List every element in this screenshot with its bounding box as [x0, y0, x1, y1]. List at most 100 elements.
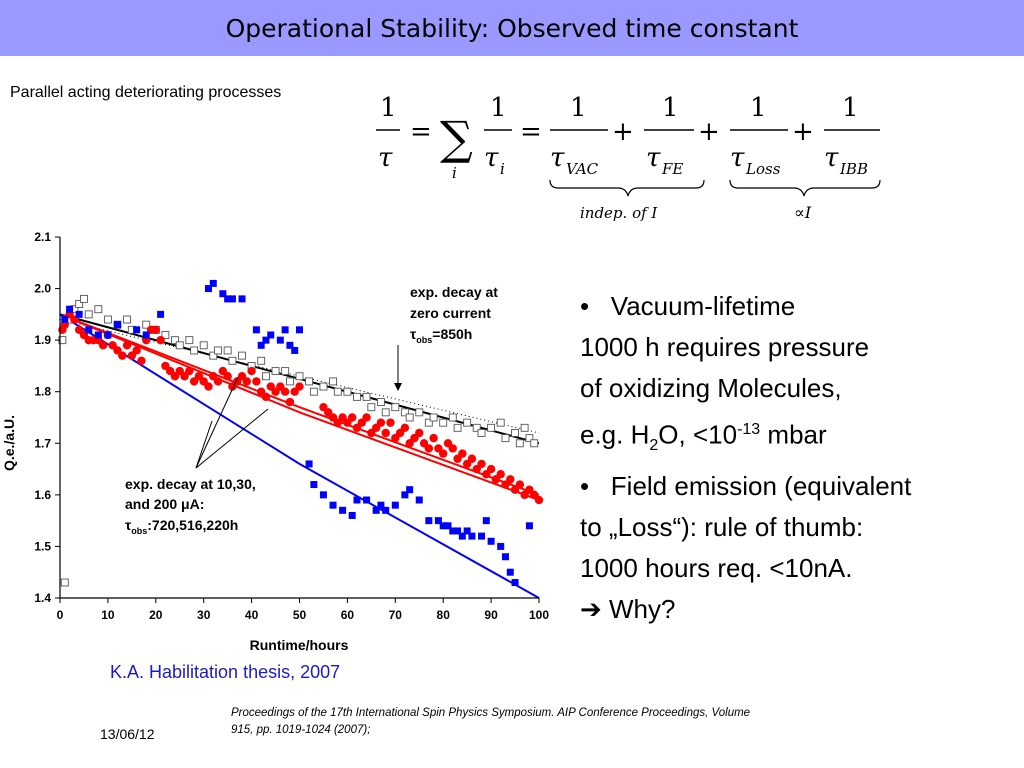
data-point-red-dot: [506, 475, 515, 484]
data-point-open-square: [103, 315, 112, 324]
data-point-blue-square: [377, 501, 385, 509]
data-point-open-square: [79, 294, 88, 303]
data-point-open-square: [496, 418, 505, 427]
data-point-blue-square: [339, 506, 347, 514]
data-point-blue-square: [142, 331, 150, 339]
data-point-blue-square: [157, 310, 165, 318]
data-point-blue-square: [363, 496, 371, 504]
formula-tau-1: τ: [378, 143, 393, 173]
formula-plus-1: +: [612, 117, 634, 147]
data-point-blue-square: [276, 336, 284, 344]
data-point-blue-square: [468, 532, 476, 540]
data-point-open-square: [511, 429, 519, 437]
fit-line-red2: [59, 313, 540, 501]
data-point-open-square: [94, 305, 103, 314]
data-point-red-dot: [362, 413, 371, 422]
data-point-blue-square: [262, 336, 270, 344]
bullet-line-3: of oxidizing Molecules,: [580, 373, 842, 403]
annotation-current-line3: τobs:720,516,220h: [125, 517, 238, 536]
annotation-current-arrows: [195, 376, 269, 469]
data-point-red-dot: [223, 372, 232, 381]
data-point-open-square: [453, 423, 462, 432]
data-point-blue-square: [382, 506, 390, 514]
data-point-red-dot: [261, 392, 271, 402]
data-point-blue-square: [267, 331, 275, 339]
data-point-red-dot: [118, 351, 127, 360]
data-point-blue-square: [104, 331, 112, 339]
data-point-blue-square: [219, 290, 227, 298]
data-point-open-square: [477, 429, 486, 437]
formula-num-3: 1: [570, 93, 587, 123]
data-point-blue-square: [406, 486, 414, 494]
data-point-red-dot: [295, 382, 304, 391]
data-point-open-square: [309, 387, 318, 396]
data-point-red-dot: [400, 423, 410, 433]
formula-num-5: 1: [750, 93, 767, 123]
data-point-blue-square: [281, 326, 289, 334]
data-point-open-square: [175, 341, 184, 350]
x-tick-label: 80: [437, 608, 451, 622]
data-point-open-square: [487, 423, 496, 432]
y-tick-label: 2.1: [34, 230, 51, 244]
formula-sub-loss: Loss: [745, 160, 781, 178]
data-point-red-dot: [424, 444, 434, 453]
data-point-red-dot: [534, 495, 544, 505]
data-point-blue-square: [439, 522, 447, 530]
data-point-red-dot: [185, 366, 194, 376]
formula-tau-vac: τ: [550, 143, 565, 173]
arrow-right-icon: ➔: [580, 593, 602, 624]
data-point-open-square: [84, 310, 93, 319]
data-point-open-square: [281, 367, 290, 376]
formula-brace-right-label: ∝I: [794, 203, 812, 222]
x-tick-label: 90: [484, 608, 498, 622]
annotation-zero-current: exp. decay at zero current τobs=850h: [410, 284, 498, 345]
data-point-blue-square: [319, 491, 327, 499]
data-point-open-square: [362, 392, 371, 401]
x-tick-label: 60: [341, 608, 355, 622]
data-point-blue-square: [209, 279, 217, 287]
data-point-open-square: [343, 387, 352, 396]
data-point-blue-square: [415, 496, 423, 504]
data-point-blue-square: [348, 511, 356, 519]
data-point-blue-square: [506, 568, 514, 576]
data-point-red-dot: [132, 346, 141, 355]
data-point-blue-square: [228, 295, 236, 303]
data-point-open-square: [271, 367, 280, 376]
bullet-list: • Vacuum-lifetime 1000 h requires pressu…: [580, 286, 1020, 630]
data-point-blue-square: [511, 579, 519, 587]
formula-num-2: 1: [490, 93, 507, 123]
data-point-open-square: [429, 413, 438, 422]
x-tick-label: 10: [101, 608, 115, 622]
data-point-blue-square: [353, 496, 361, 504]
data-point-blue-square: [291, 346, 299, 354]
data-point-open-square: [415, 408, 424, 417]
data-point-open-square: [228, 356, 237, 365]
annotation-zero-arrowhead: [394, 383, 402, 391]
data-point-open-square: [171, 336, 179, 345]
data-point-red-dot: [467, 454, 477, 463]
data-point-blue-square: [425, 517, 433, 525]
thesis-citation: K.A. Habilitation thesis, 2007: [110, 662, 341, 682]
data-point-open-square: [185, 336, 194, 345]
data-point-blue-square: [257, 341, 265, 349]
data-point-blue-square: [113, 321, 121, 329]
bullet-line-2: 1000 h requires pressure: [580, 332, 870, 362]
formula-tau-ibb: τ: [824, 143, 839, 173]
data-point-red-dot: [439, 449, 448, 458]
data-point-open-square: [319, 382, 328, 391]
data-point-red-dot: [122, 341, 132, 350]
annotation-current-line2: and 200 μA:: [125, 496, 204, 512]
data-point-red-dot: [247, 366, 256, 376]
data-point-open-square: [501, 434, 510, 443]
annotation-current: exp. decay at 10,30, and 200 μA: τobs:72…: [125, 476, 256, 536]
slide-date: 13/06/12: [100, 726, 155, 742]
formula-eq-2: =: [520, 117, 542, 147]
y-tick-label: 2.0: [34, 282, 51, 296]
data-point-blue-square: [501, 553, 509, 561]
bullet-why: ➔ Why?: [580, 593, 676, 624]
data-point-red-dot: [280, 387, 290, 396]
data-point-red-dot: [486, 464, 496, 474]
slide-title: Operational Stability: Observed time con…: [225, 13, 799, 43]
data-point-blue-square: [497, 542, 505, 550]
data-point-red-dot: [252, 377, 261, 386]
